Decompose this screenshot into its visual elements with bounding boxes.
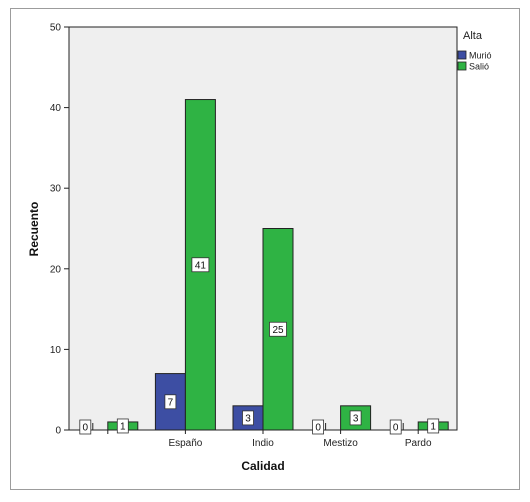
data-label: 1	[430, 421, 436, 432]
data-label: 41	[195, 260, 207, 271]
legend-label: Murió	[469, 51, 492, 61]
x-tick-label: Españo	[168, 438, 202, 449]
y-axis-title: Recuento	[27, 202, 41, 257]
y-tick-label: 20	[50, 264, 62, 275]
data-label-box	[312, 419, 325, 435]
bars: 0 1 7 41 3 25 0 3 0 1	[79, 99, 449, 435]
data-label-box	[349, 410, 362, 426]
data-label: 0	[315, 423, 321, 434]
y-axis: 0 10 20 30 40 50	[50, 23, 69, 437]
x-tick-label: Mestizo	[323, 438, 358, 449]
data-label-box	[79, 419, 92, 435]
x-tick-label: Indio	[252, 438, 274, 449]
legend-swatch	[457, 50, 467, 60]
chart-frame: 0 10 20 30 40 50 0 1 7 41 3 25 0 3 0 1 Españo Indio Mest…	[10, 8, 520, 490]
data-label: 3	[353, 413, 359, 424]
data-label: 1	[120, 421, 126, 432]
data-label: 25	[272, 325, 284, 336]
data-label-box	[427, 418, 440, 434]
y-tick-label: 40	[50, 103, 62, 114]
data-label: 0	[83, 423, 89, 434]
legend-swatch	[457, 61, 467, 71]
data-label-box	[191, 257, 210, 273]
y-tick-label: 50	[50, 23, 62, 34]
y-tick-label: 10	[50, 345, 62, 356]
legend-label: Salió	[469, 62, 489, 72]
data-label-box	[269, 321, 287, 337]
x-axis: Españo Indio Mestizo Pardo	[107, 430, 432, 449]
data-label-box	[242, 410, 254, 426]
data-label-box	[116, 418, 129, 434]
x-axis-title: Calidad	[241, 459, 284, 473]
data-label: 0	[393, 423, 399, 434]
data-label-box	[389, 419, 402, 435]
data-label: 7	[168, 397, 174, 408]
y-tick-label: 30	[50, 184, 62, 195]
x-tick-label: Pardo	[405, 438, 432, 449]
legend-title: Alta	[463, 30, 483, 42]
data-label: 3	[245, 413, 251, 424]
data-label-box	[164, 394, 177, 410]
y-tick-label: 0	[55, 426, 61, 437]
